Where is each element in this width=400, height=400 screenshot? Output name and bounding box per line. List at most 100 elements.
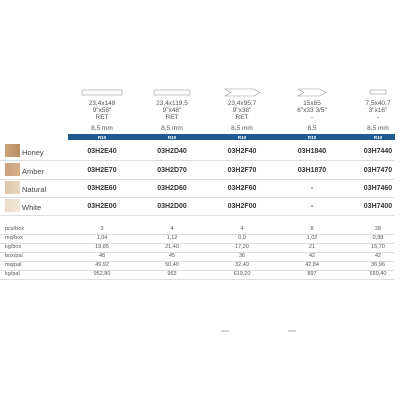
pack-value: 17,20 [235,244,249,250]
pack-value: 4 [170,226,174,232]
product-code: 03H2F00 [227,203,257,210]
pack-value: 19,85 [95,244,109,250]
size-inches: 9"x38" [232,107,252,114]
product-code: 03H7470 [363,167,393,174]
size: 23,4x119,5 [156,100,188,107]
product-code: 03H2E70 [87,167,117,174]
product-code: 03H2E60 [87,185,117,192]
tile-icon [369,89,387,95]
product-code: 03H2D40 [157,148,187,155]
pack-value: 619,20 [233,271,251,277]
pack-value: 1,04 [96,235,108,241]
pack-value: 28 [374,226,382,232]
pack-label: kg/pal [5,271,20,277]
pack-label: box/pal [5,253,23,259]
pack-value: 45 [168,253,176,259]
slip-rating: R10 [237,134,247,140]
edge: - [376,114,380,121]
row-line [0,179,395,180]
pack-value: 15,70 [371,244,385,250]
tile-icon [296,88,327,97]
product-code: 03H7400 [363,203,393,210]
product-code: 03H2F60 [227,185,257,192]
product-code: 03H2E00 [87,203,117,210]
product-code: 03H1840 [297,148,327,155]
pack-value: 36,96 [371,262,385,268]
size: 7,5x40,7 [365,100,391,107]
row-line [0,215,395,216]
pack-value: 3 [100,226,104,232]
pack-value: 42 [374,253,382,259]
pack-value: 0,88 [372,235,384,241]
size: 23,4x95,7 [227,100,257,107]
pack-value: 963 [167,271,177,277]
product-code: 03H7440 [363,148,393,155]
edge: - [310,114,314,121]
color-name: Natural [22,185,47,194]
product-code: 03H2D60 [157,185,187,192]
pack-label: kg/box [5,244,22,250]
edge: RET [165,114,179,121]
pack-value: 32,40 [235,262,249,268]
slip-rating: R10 [97,134,107,140]
size: 23,4x148 [88,100,116,107]
tile-icon [153,89,191,96]
thickness: 8,5 mm [231,125,253,132]
row-line [0,278,395,280]
thickness: 8,5 [307,125,317,132]
color-name: White [22,203,42,212]
size: 15x85 [303,100,321,107]
pack-value: 1,12 [166,235,178,241]
product-code: 03H2D00 [157,203,187,210]
row-line [0,197,395,198]
swatch [5,199,20,212]
pack-value: 36 [238,253,246,259]
pack-label: pcs/box [5,226,24,232]
pack-value: 48 [98,253,106,259]
pack-value: 49,92 [95,262,109,268]
product-code: 03H2F40 [227,148,257,155]
edge: RET [235,114,249,121]
slip-bar [68,134,395,140]
color-name: Amber [22,167,45,176]
row-line [0,160,395,161]
row-line [0,251,395,253]
product-code: 03H2F70 [227,167,257,174]
pack-value: 897 [307,271,317,277]
pack-value: 42 [308,253,316,259]
thickness: 8,5 mm [161,125,183,132]
color-name: Honey [22,148,44,157]
row-line [0,269,395,271]
pack-value: 42,84 [305,262,319,268]
size-inches: 3"x16" [368,107,388,114]
row-line [0,242,395,244]
edge: RET [95,114,109,121]
product-code: 03H7460 [363,185,393,192]
pack-value: 21,40 [165,244,179,250]
swatch [5,181,20,194]
pack-label: mq/box [5,235,24,241]
tile-icon [81,89,123,96]
slip-rating: R10 [167,134,177,140]
pack-value: 0,9 [238,235,246,241]
thickness: 8,5 mm [367,125,389,132]
row-line [0,233,395,235]
tile-icon [223,88,261,97]
pack-value: 4 [240,226,244,232]
pack-value: 952,80 [93,271,111,277]
pack-value: 8 [310,226,314,232]
product-code: 03H1870 [297,167,327,174]
thickness: 8,5 mm [91,125,113,132]
row-line [0,260,395,262]
product-code: - [310,185,314,192]
product-code: - [310,203,314,210]
size-inches: 9"x48" [162,107,182,114]
swatch [5,144,20,157]
pack-label: mq/pal [5,262,22,268]
pack-value: 50,40 [165,262,179,268]
product-code: 03H2E40 [87,148,117,155]
pack-value: 659,40 [369,271,387,277]
swatch [5,163,20,176]
pack-value: 1,02 [306,235,318,241]
